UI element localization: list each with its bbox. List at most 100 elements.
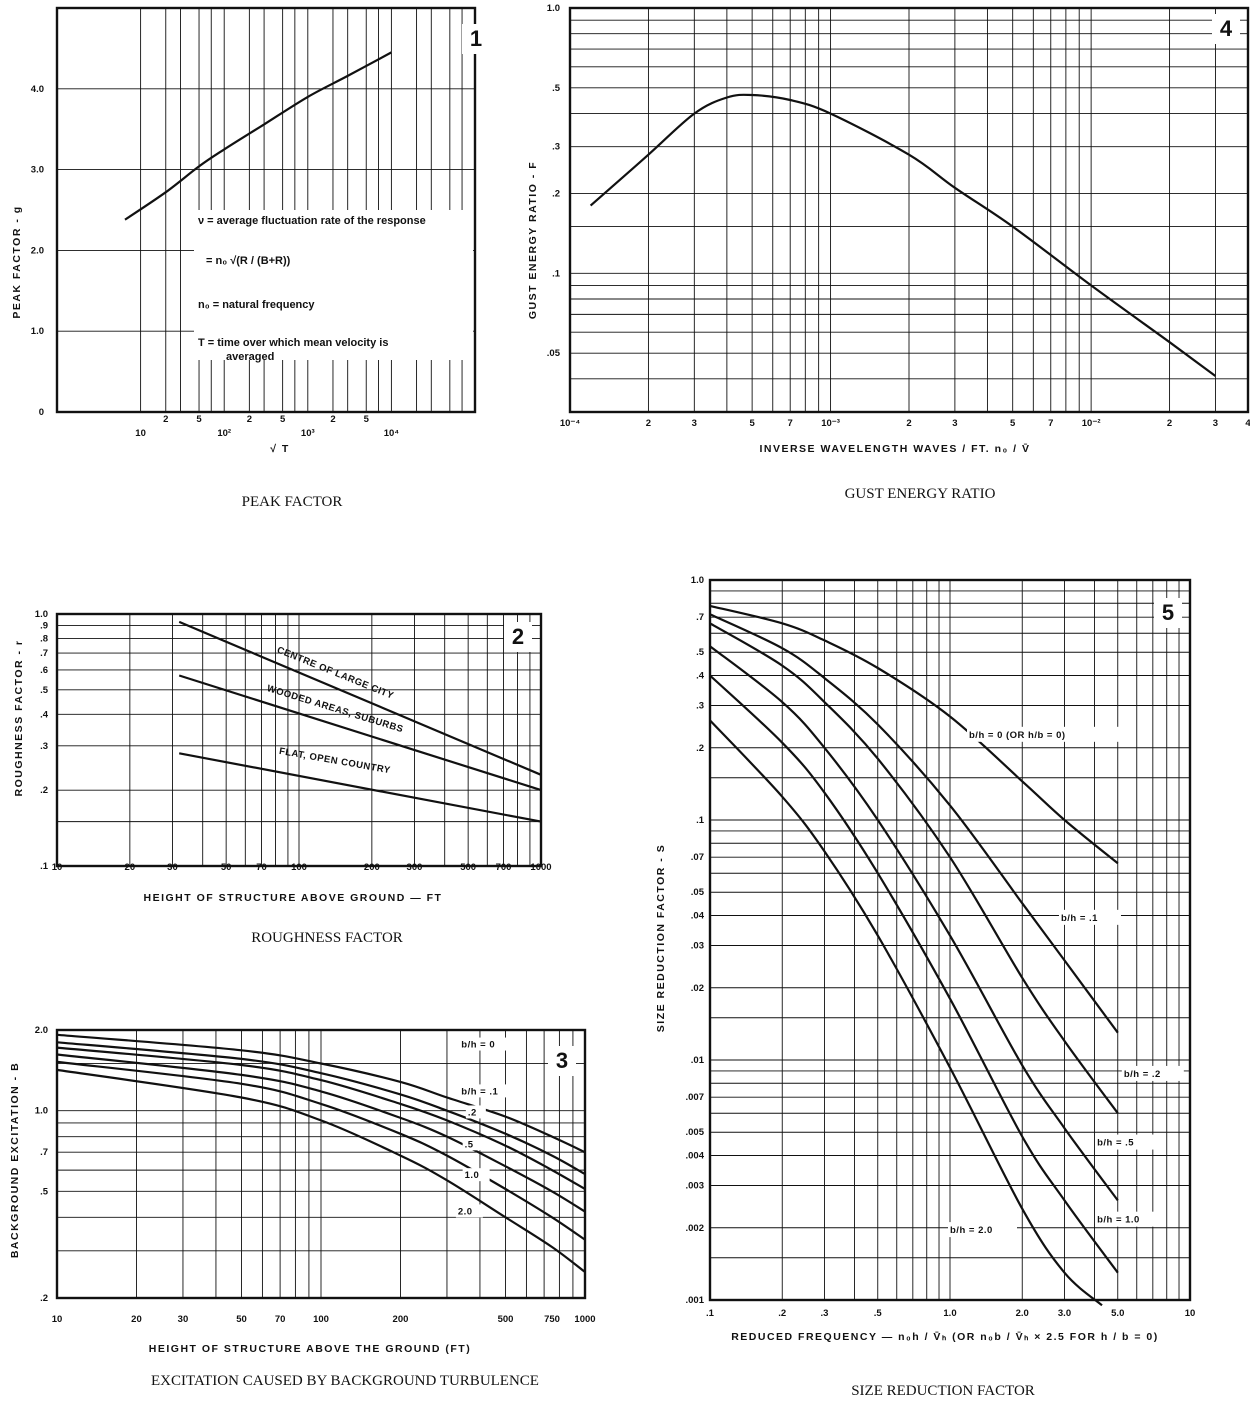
peak-x-tick-label: 10² [217, 428, 231, 439]
peak-annotation-T: T = time over which mean velocity is [198, 337, 388, 349]
peak-y-tick-label: 1.0 [31, 326, 44, 337]
bg-y-tick-label: .5 [40, 1186, 49, 1197]
size-plot-frame [708, 578, 1192, 1302]
rough-caption: ROUGHNESS FACTOR [251, 930, 403, 946]
size-y-tick-label: .004 [686, 1151, 705, 1162]
bg-series-label-2: b/h = .1 [461, 1086, 498, 1097]
bg-series-line-2 [56, 1041, 586, 1176]
peak-y-tick-label: 2.0 [31, 245, 44, 256]
rough-x-tick-label: 20 [125, 862, 136, 873]
rough-x-tick-label: 50 [221, 862, 232, 873]
rough-x-tick-label: 1000 [530, 862, 551, 873]
chart-gust: 10⁻⁴ 2 3 5 7 10⁻³ 2 3 5 7 10⁻² 2 3 4 1.0 .5 .3 .2 .1 .05 INV… [527, 3, 1250, 502]
peak-x-minor-tick-label: 5 [196, 414, 202, 425]
gust-x-tick-label: 4 [1245, 418, 1250, 429]
chart-rough: 10 20 30 50 70 100 200 300 500 700 1000 1.0.9.8 .7 .6… [13, 609, 552, 946]
bg-panel-number: 3 [556, 1048, 568, 1073]
rough-panel-number-bg [504, 622, 532, 652]
size-series-label-bg-5 [1095, 1211, 1165, 1227]
size-x-tick-label: .5 [874, 1308, 883, 1319]
size-series-line-3 [709, 622, 1119, 1114]
bg-x-tick-label: 200 [393, 1314, 409, 1325]
chart-bg: 10 20 30 50 70 100 200 500 750 1000 2.0 1.0 .7 .5 .2 HE… [9, 1025, 596, 1389]
rough-y-tick-label: .2 [40, 785, 48, 796]
size-y-tick-label: .7 [696, 612, 704, 623]
gust-grid [570, 8, 1248, 412]
bg-x-tick-label: 10 [52, 1314, 63, 1325]
bg-grid [57, 1030, 585, 1298]
gust-x-tick-label: 2 [646, 418, 651, 429]
peak-annotation-T2: averaged [226, 351, 274, 363]
bg-series-line-4 [56, 1053, 586, 1213]
bg-y-tick-label: .7 [40, 1147, 48, 1158]
size-series-label-bg-6 [948, 1222, 1017, 1238]
size-x-tick-label: .2 [778, 1308, 786, 1319]
bg-y-tick-label: 2.0 [35, 1025, 48, 1036]
bg-x-tick-label: 30 [178, 1314, 189, 1325]
size-y-tick-label: .03 [691, 940, 704, 951]
rough-series-line-1 [178, 620, 542, 776]
rough-y-tick-label: .7 [40, 648, 48, 659]
bg-panel-number-bg [548, 1046, 576, 1076]
bg-series-label-1: b/h = 0 [461, 1040, 495, 1051]
gust-x-tick-label: 2 [1167, 418, 1172, 429]
size-y-tick-label: .3 [696, 700, 704, 711]
peak-x-minor-tick-label: 2 [163, 414, 168, 425]
bg-series-line-5 [56, 1060, 586, 1241]
rough-y-tick-label: .9 [40, 621, 48, 632]
gust-panel-number: 4 [1220, 16, 1233, 41]
size-series-label-bg-3 [1121, 1065, 1184, 1081]
gust-y-tick-label: .5 [552, 83, 561, 94]
bg-series-label-bg-5 [462, 1168, 490, 1182]
rough-series-line-3 [178, 752, 542, 823]
size-series-label-bg-2 [1058, 909, 1121, 925]
size-x-tick-label: .3 [821, 1308, 829, 1319]
bg-series-label-5: 1.0 [465, 1170, 480, 1181]
rough-x-tick-label: 500 [460, 862, 476, 873]
size-y-axis-title: SIZE REDUCTION FACTOR - S [655, 844, 667, 1032]
gust-y-tick-label: .3 [552, 142, 560, 153]
gust-series-line-1 [589, 93, 1217, 377]
bg-y-tick-label: 1.0 [35, 1106, 48, 1117]
rough-x-tick-label: 300 [407, 862, 423, 873]
rough-y-tick-label: 1.0 [35, 609, 48, 620]
bg-series-label-bg-6 [455, 1204, 483, 1218]
rough-x-tick-label: 10 [52, 862, 63, 873]
size-x-tick-label: 5.0 [1111, 1308, 1124, 1319]
gust-x-tick-label: 10⁻³ [821, 418, 840, 429]
bg-series-label-4: .5 [465, 1139, 474, 1150]
bg-caption: EXCITATION CAUSED BY BACKGROUND TURBULEN… [151, 1373, 539, 1389]
bg-series-line-3 [56, 1046, 586, 1190]
bg-x-tick-label: 100 [313, 1314, 329, 1325]
gust-x-tick-label: 3 [1213, 418, 1218, 429]
size-x-tick-label: 1.0 [943, 1308, 956, 1319]
size-y-tick-label: .02 [691, 983, 704, 994]
size-y-tick-label: .01 [691, 1055, 705, 1066]
rough-series-line-2 [178, 674, 542, 792]
size-series-label-bg-4 [1095, 1134, 1158, 1150]
peak-x-axis-title: √ T [270, 443, 290, 455]
gust-y-tick-label: 1.0 [547, 3, 560, 14]
size-y-tick-label: .04 [691, 911, 705, 922]
rough-series-label-3: FLAT, OPEN COUNTRY [278, 746, 391, 776]
gust-x-tick-label: 3 [692, 418, 697, 429]
peak-x-tick-label: 10 [135, 428, 146, 439]
bg-series-label-bg-4 [462, 1137, 483, 1151]
gust-plot-frame [568, 6, 1250, 414]
gust-y-tick-label: .2 [552, 188, 560, 199]
chart-size: .1 .2 .3 .5 1.0 2.0 3.0 5.0 10 1.0 .7 .5 .4 .3 .2 .1 .07… [655, 575, 1195, 1399]
bg-x-tick-label: 500 [498, 1314, 514, 1325]
gust-x-tick-label: 7 [1048, 418, 1053, 429]
size-y-tick-label: .007 [686, 1092, 705, 1103]
gust-x-tick-label: 2 [906, 418, 911, 429]
size-series-line-1 [709, 604, 1119, 865]
size-y-tick-label: .05 [691, 887, 705, 898]
bg-x-tick-label: 20 [131, 1314, 142, 1325]
rough-plot-frame [55, 612, 543, 868]
peak-y-tick-label: 0 [39, 407, 44, 418]
size-y-tick-label: .07 [691, 852, 704, 863]
gust-y-tick-label: .05 [547, 348, 561, 359]
rough-y-tick-label: .5 [40, 685, 49, 696]
bg-series-label-6: 2.0 [458, 1206, 473, 1217]
rough-y-tick-label: .3 [40, 741, 48, 752]
